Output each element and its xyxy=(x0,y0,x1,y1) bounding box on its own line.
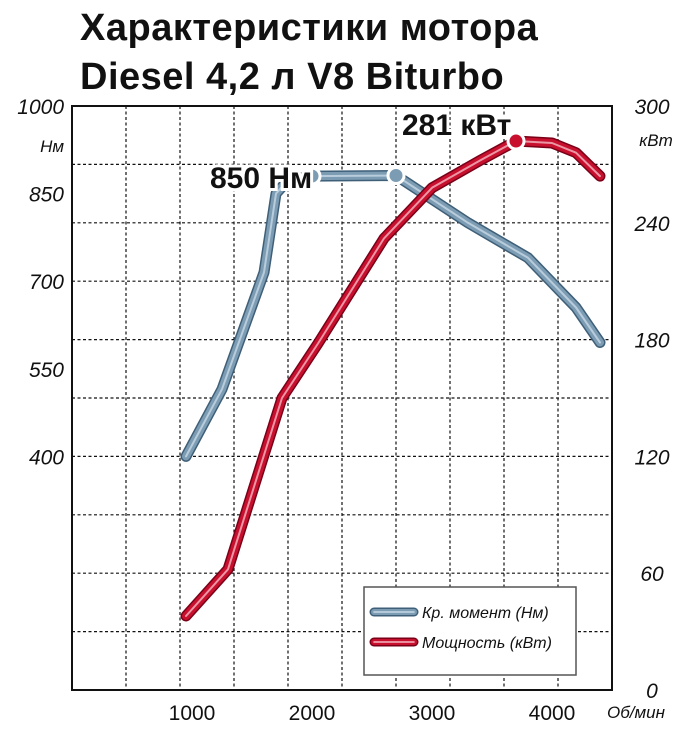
x-tick-label: 4000 xyxy=(529,702,576,725)
x-tick-label: 2000 xyxy=(289,702,336,725)
right-tick-label: 240 xyxy=(633,213,669,236)
legend-label: Кр. момент (Нм) xyxy=(422,605,549,622)
right-tick-label: 0 xyxy=(646,680,658,703)
title-line-2: Diesel 4,2 л V8 Biturbo xyxy=(80,56,505,98)
series-line-highlight xyxy=(185,140,601,617)
series-marker xyxy=(506,131,526,151)
right-axis-unit: кВт xyxy=(639,131,673,150)
data-annotation: 281 кВт xyxy=(402,109,511,142)
left-tick-label: 400 xyxy=(29,446,64,469)
plot-frame xyxy=(71,105,613,691)
right-tick-label: 120 xyxy=(634,446,669,469)
legend-label: Мощность (кВт) xyxy=(422,635,552,652)
series-torque xyxy=(180,165,606,462)
series-power xyxy=(180,131,606,622)
x-axis-unit: Об/мин xyxy=(607,703,666,722)
left-tick-label: 850 xyxy=(29,184,64,207)
right-tick-label: 180 xyxy=(634,330,669,353)
series-marker xyxy=(386,165,406,185)
series-line-highlight xyxy=(185,174,601,458)
x-tick-label: 3000 xyxy=(409,702,456,725)
left-tick-label: 550 xyxy=(29,359,64,382)
x-tick-label: 1000 xyxy=(169,702,216,725)
left-axis-unit: Нм xyxy=(40,137,64,156)
left-tick-label: 700 xyxy=(29,271,64,294)
right-tick-label: 60 xyxy=(640,563,664,586)
legend-box xyxy=(363,586,577,676)
title-line-1: Характеристики мотора xyxy=(80,7,539,49)
series-marker xyxy=(302,166,322,186)
data-annotation: 850 Нм xyxy=(210,162,312,195)
chart-title: Характеристики мотора Diesel 4,2 л V8 Bi… xyxy=(80,4,538,102)
right-tick-label: 300 xyxy=(634,96,669,119)
series-line xyxy=(182,137,604,620)
series-line-outline xyxy=(180,135,606,622)
legend: Кр. момент (Нм) Мощность (кВт) xyxy=(363,586,577,676)
left-tick-label: 1000 xyxy=(17,96,64,119)
